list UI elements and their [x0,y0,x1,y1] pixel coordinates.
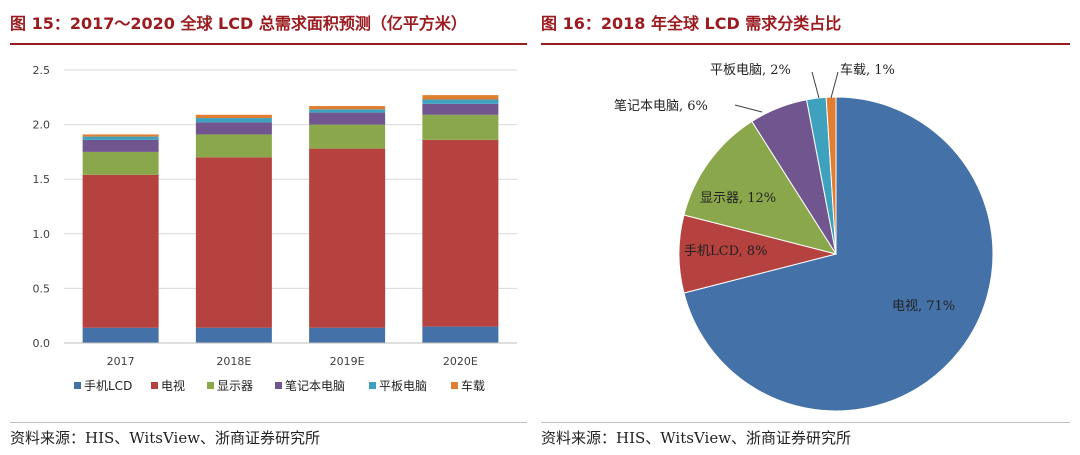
pie-data-label: 显示器, 12% [700,191,776,206]
bar-segment [309,327,386,343]
y-tick-label: 2.5 [33,64,51,77]
pie-leader-line [830,71,839,99]
pie-data-label: 笔记本电脑, 6% [614,98,708,114]
bar-segment [309,112,386,125]
x-tick-label: 2020E [443,355,478,368]
bar-segment [422,326,499,343]
y-tick-label: 1.0 [33,228,51,241]
bar-segment [82,136,159,140]
legend-swatch [207,382,214,389]
legend-label: 平板电脑 [379,379,427,393]
bar-segment [195,157,272,328]
x-tick-label: 2019E [330,355,365,368]
x-tick-label: 2018E [216,355,251,368]
right-bottom-rule [541,422,1070,423]
bar-segment [422,114,499,140]
bar-segment [82,174,159,328]
legend-swatch [451,382,458,389]
pie-slice [683,120,838,255]
bar-segment [309,124,386,149]
bar-segment [82,327,159,343]
pie-slice [683,96,994,412]
legend-label: 车载 [461,378,485,393]
bar-segment [195,327,272,343]
bar-segment [82,151,159,175]
left-figure-title: 图 15：2017～2020 全球 LCD 总需求面积预测（亿平方米） [10,14,467,33]
legend-swatch [369,382,376,389]
legend-swatch [275,382,282,389]
legend-label: 笔记本电脑 [285,378,345,393]
pie-data-label: 平板电脑, 2% [710,63,791,78]
bar-segment [195,122,272,135]
legend-label: 电视 [161,378,185,393]
legend-swatch [74,382,81,389]
pie-data-label: 电视, 71% [892,299,955,314]
bar-segment [422,139,499,327]
x-tick-label: 2017 [107,355,135,368]
legend-swatch [151,382,158,389]
right-source-note: 资料来源：HIS、WitsView、浙商证券研究所 [541,429,852,447]
bar-segment [195,118,272,123]
bar-segment [195,134,272,158]
bar-segment [82,134,159,137]
pie-leader-line [811,71,820,99]
bar-segment [309,106,386,110]
y-tick-label: 0.0 [33,337,51,350]
right-figure-title: 图 16：2018 年全球 LCD 需求分类占比 [541,14,842,33]
y-tick-label: 2.0 [33,119,51,132]
bar-segment [422,99,499,104]
bar-segment [422,95,499,100]
left-source-note: 资料来源：HIS、WitsView、浙商证券研究所 [10,429,321,447]
left-title-rule [10,43,527,45]
bar-segment [82,139,159,152]
right-title-rule [541,43,1070,45]
y-tick-label: 0.5 [33,282,51,295]
pie-leader-line [734,104,763,113]
legend-label: 显示器 [217,379,253,393]
y-tick-label: 1.5 [33,173,51,186]
pie-chart: 电视, 71% 手机LCD, 8% 显示器, 12% 笔记本电脑, 6% 平板电脑, 2… [614,62,994,412]
pie-data-label: 车载, 1% [840,62,895,78]
bar-segment [309,109,386,113]
legend-label: 手机LCD [84,379,132,393]
left-bottom-rule [10,422,527,423]
bar-segment [195,114,272,119]
stacked-bar-chart: 0.0 0.5 1.0 1.5 2.0 2.5 2017 2018E 2019E 2020E 手机… [33,64,517,393]
pie-data-label: 手机LCD, 8% [684,244,767,259]
bar-segment [422,103,499,115]
bar-segment [309,148,386,328]
